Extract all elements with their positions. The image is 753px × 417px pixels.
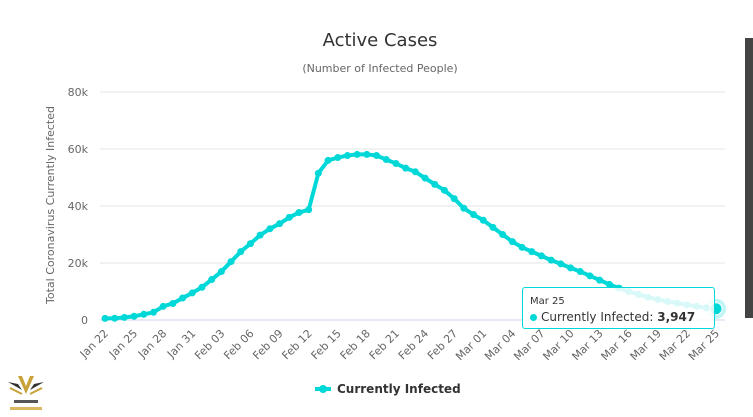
data-point[interactable]	[188, 289, 196, 297]
y-tick-label: 80k	[68, 86, 89, 99]
data-point[interactable]	[596, 276, 604, 284]
data-point[interactable]	[343, 152, 351, 160]
data-point[interactable]	[450, 195, 458, 203]
chart-title: Active Cases	[323, 30, 438, 51]
x-tick-label: Feb 24	[396, 327, 431, 362]
series-line	[104, 152, 717, 321]
data-point[interactable]	[402, 164, 410, 172]
data-point[interactable]	[567, 264, 575, 272]
x-tick-label: Mar 07	[511, 327, 547, 363]
tooltip-date: Mar 25	[530, 296, 565, 307]
x-tick-label: Jan 22	[77, 327, 111, 361]
x-tick-label: Mar 04	[482, 327, 518, 363]
x-tick-label: Feb 03	[192, 327, 227, 362]
data-point[interactable]	[169, 299, 177, 307]
x-tick-label: Mar 01	[453, 327, 489, 363]
data-point[interactable]	[198, 283, 206, 291]
data-point[interactable]	[237, 248, 245, 256]
chart-subtitle: (Number of Infected People)	[302, 62, 457, 75]
data-point[interactable]	[217, 268, 225, 276]
data-point[interactable]	[537, 252, 545, 260]
data-point[interactable]	[576, 268, 584, 276]
y-tick-label: 60k	[68, 143, 89, 156]
data-point[interactable]	[208, 276, 216, 284]
data-point[interactable]	[101, 314, 109, 322]
data-point[interactable]	[295, 209, 303, 217]
data-point[interactable]	[256, 231, 264, 239]
data-point[interactable]	[605, 280, 613, 288]
data-point[interactable]	[382, 156, 390, 164]
data-point[interactable]	[373, 152, 381, 160]
y-tick-label: 20k	[68, 257, 89, 270]
data-point[interactable]	[266, 225, 274, 233]
x-tick-label: Feb 21	[367, 327, 402, 362]
data-point[interactable]	[392, 160, 400, 168]
data-point[interactable]	[227, 258, 235, 266]
data-point[interactable]	[518, 243, 526, 251]
x-tick-label: Mar 25	[686, 327, 722, 363]
scrollbar[interactable]	[745, 38, 753, 318]
x-tick-label: Mar 22	[657, 327, 693, 363]
data-point[interactable]	[547, 256, 555, 264]
x-tick-label: Feb 06	[221, 327, 256, 362]
data-point[interactable]	[363, 150, 371, 158]
y-tick-label: 0	[81, 314, 88, 327]
data-point[interactable]	[586, 272, 594, 280]
x-tick-label: Mar 19	[628, 327, 664, 363]
data-point[interactable]	[276, 220, 284, 228]
data-point[interactable]	[431, 180, 439, 188]
x-tick-label: Mar 13	[570, 327, 606, 363]
legend-marker-icon	[319, 385, 327, 393]
x-tick-label: Jan 25	[106, 327, 140, 361]
x-tick-label: Feb 18	[338, 327, 373, 362]
x-tick-label: Mar 10	[540, 327, 576, 363]
data-point[interactable]	[285, 213, 293, 221]
data-point[interactable]	[421, 174, 429, 182]
x-tick-label: Jan 31	[164, 327, 198, 361]
data-point[interactable]	[140, 310, 148, 318]
data-point[interactable]	[120, 313, 128, 321]
tooltip-series: Currently Infected:	[541, 310, 654, 324]
data-point[interactable]	[479, 216, 487, 224]
x-tick-label: Mar 16	[599, 327, 635, 363]
series-dot-icon	[530, 314, 537, 321]
data-point[interactable]	[246, 240, 254, 248]
data-point[interactable]	[499, 231, 507, 238]
arab-defense-forum-logo	[8, 376, 44, 410]
data-point[interactable]	[489, 223, 497, 231]
legend-item-currently-infected[interactable]: Currently Infected	[315, 382, 461, 396]
data-point[interactable]	[324, 156, 332, 164]
data-point[interactable]	[508, 238, 516, 246]
legend-label: Currently Infected	[337, 382, 461, 396]
data-point[interactable]	[149, 308, 157, 316]
tooltip-value: 3,947	[657, 310, 696, 324]
data-point[interactable]	[470, 211, 478, 219]
data-point[interactable]	[557, 260, 565, 268]
data-point[interactable]	[314, 169, 322, 177]
data-point[interactable]	[411, 168, 419, 176]
x-tick-label: Feb 15	[309, 327, 344, 362]
data-point[interactable]	[334, 154, 342, 162]
data-point[interactable]	[159, 302, 167, 310]
x-tick-label: Feb 09	[250, 327, 285, 362]
x-tick-label: Jan 28	[135, 327, 169, 361]
data-point[interactable]	[353, 150, 361, 158]
tooltip: Mar 25 Currently Infected: 3,947	[522, 287, 715, 329]
data-point[interactable]	[440, 186, 448, 194]
data-point[interactable]	[528, 248, 536, 256]
y-tick-label: 40k	[68, 200, 89, 213]
data-point[interactable]	[305, 206, 313, 214]
data-point[interactable]	[460, 204, 468, 212]
data-point[interactable]	[179, 294, 187, 302]
x-tick-label: Feb 12	[279, 327, 314, 362]
data-point[interactable]	[111, 314, 119, 322]
y-axis-title: Total Coronavirus Currently Infected	[44, 106, 57, 305]
data-point[interactable]	[130, 312, 138, 320]
